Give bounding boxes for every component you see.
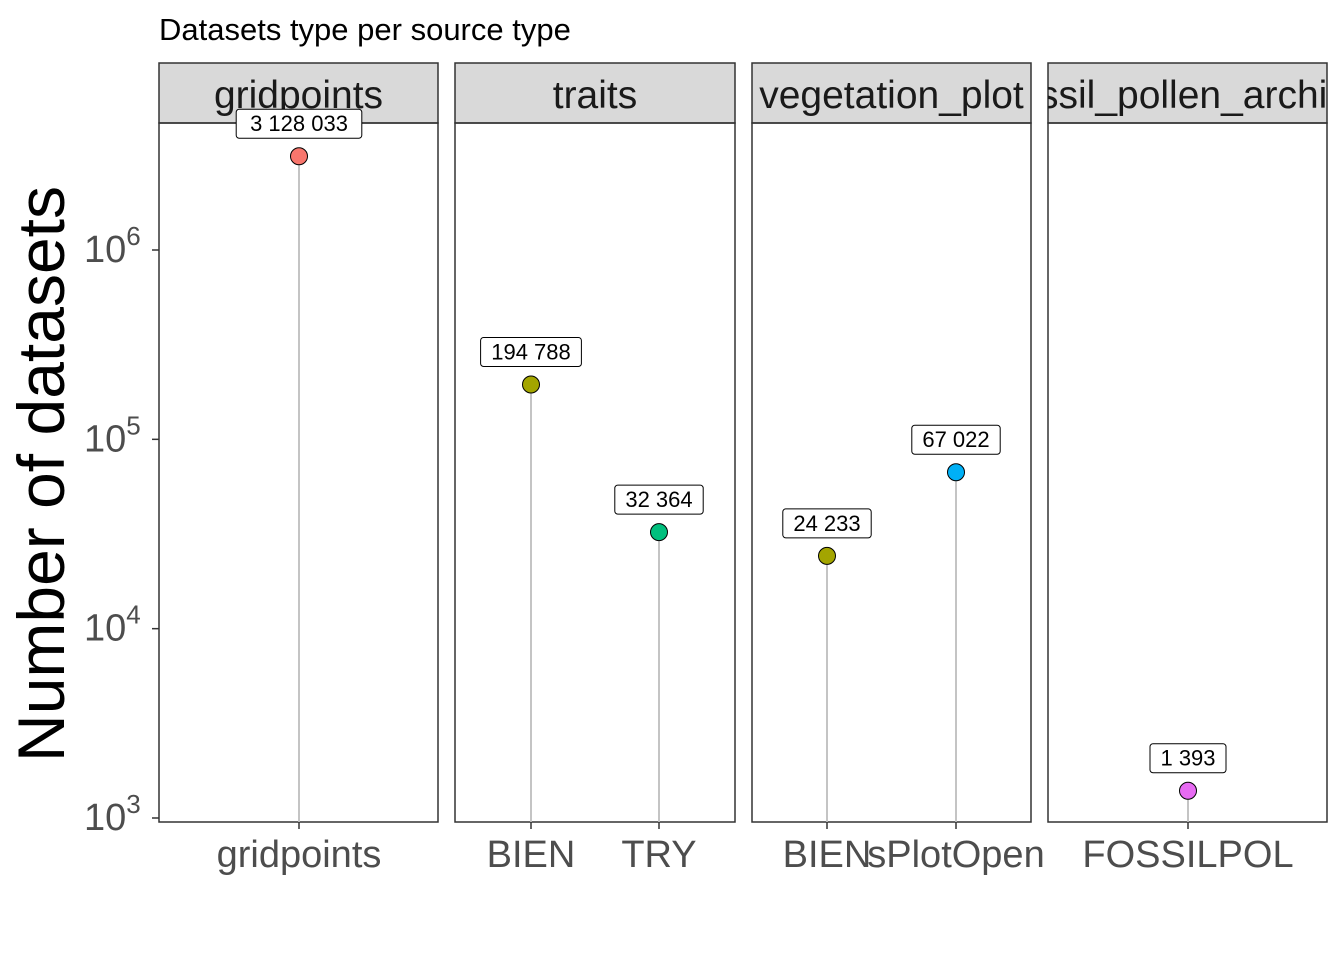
- data-point: [818, 546, 836, 565]
- x-tick-label: BIEN: [487, 834, 576, 876]
- y-tick-label: 106: [84, 221, 141, 271]
- data-label-box: [235, 108, 363, 139]
- data-point: [947, 463, 965, 482]
- facet-panel: vegetation_plot 24 233 BIEN 67 022 sPlotOpen: [751, 62, 1045, 876]
- chart-title: Datasets type per source type: [159, 12, 571, 47]
- y-axis-title: Number of datasets: [4, 186, 78, 762]
- data-point: [522, 375, 540, 394]
- data-label: 67 022: [922, 427, 989, 452]
- facet-panel-border: [454, 122, 736, 823]
- data-label: 32 364: [625, 487, 692, 512]
- data-label-box: [1149, 743, 1227, 774]
- data-point: [1179, 781, 1197, 800]
- data-label-box: [911, 424, 1001, 455]
- facet-panel: fossil_pollen_archive 1 393 FOSSILPOL: [1006, 62, 1344, 876]
- data-label-box: [614, 484, 704, 515]
- facet-strip-label: traits: [553, 74, 638, 117]
- y-tick-label: 105: [84, 410, 141, 460]
- facet-strip-label: vegetation_plot: [759, 74, 1024, 117]
- x-tick-label: FOSSILPOL: [1082, 834, 1293, 876]
- facet-strip-label: fossil_pollen_archive: [1006, 74, 1344, 117]
- y-tick-label: 103: [84, 789, 141, 839]
- x-tick-label: TRY: [621, 834, 696, 876]
- data-point: [650, 523, 668, 542]
- data-label-box: [782, 508, 872, 539]
- facet-panel-border: [1047, 122, 1328, 823]
- facet-panel-border: [751, 122, 1032, 823]
- data-label: 3 128 033: [250, 111, 348, 136]
- data-point: [290, 147, 308, 166]
- y-axis: 103 104 105 106: [84, 221, 159, 839]
- y-tick-label: 104: [84, 600, 141, 650]
- x-tick-label: sPlotOpen: [867, 834, 1044, 876]
- facet-strip: [454, 62, 736, 124]
- data-label-box: [480, 337, 582, 368]
- facet-panel: traits 194 788 BIEN 32 364 TRY: [454, 62, 736, 876]
- facet-strip: [751, 62, 1032, 124]
- data-label: 24 233: [793, 511, 860, 536]
- data-label: 1 393: [1160, 746, 1215, 771]
- data-label: 194 788: [491, 340, 571, 365]
- facet-strip: [1047, 62, 1328, 124]
- x-tick-label: BIEN: [783, 834, 872, 876]
- x-tick-label: gridpoints: [217, 834, 382, 876]
